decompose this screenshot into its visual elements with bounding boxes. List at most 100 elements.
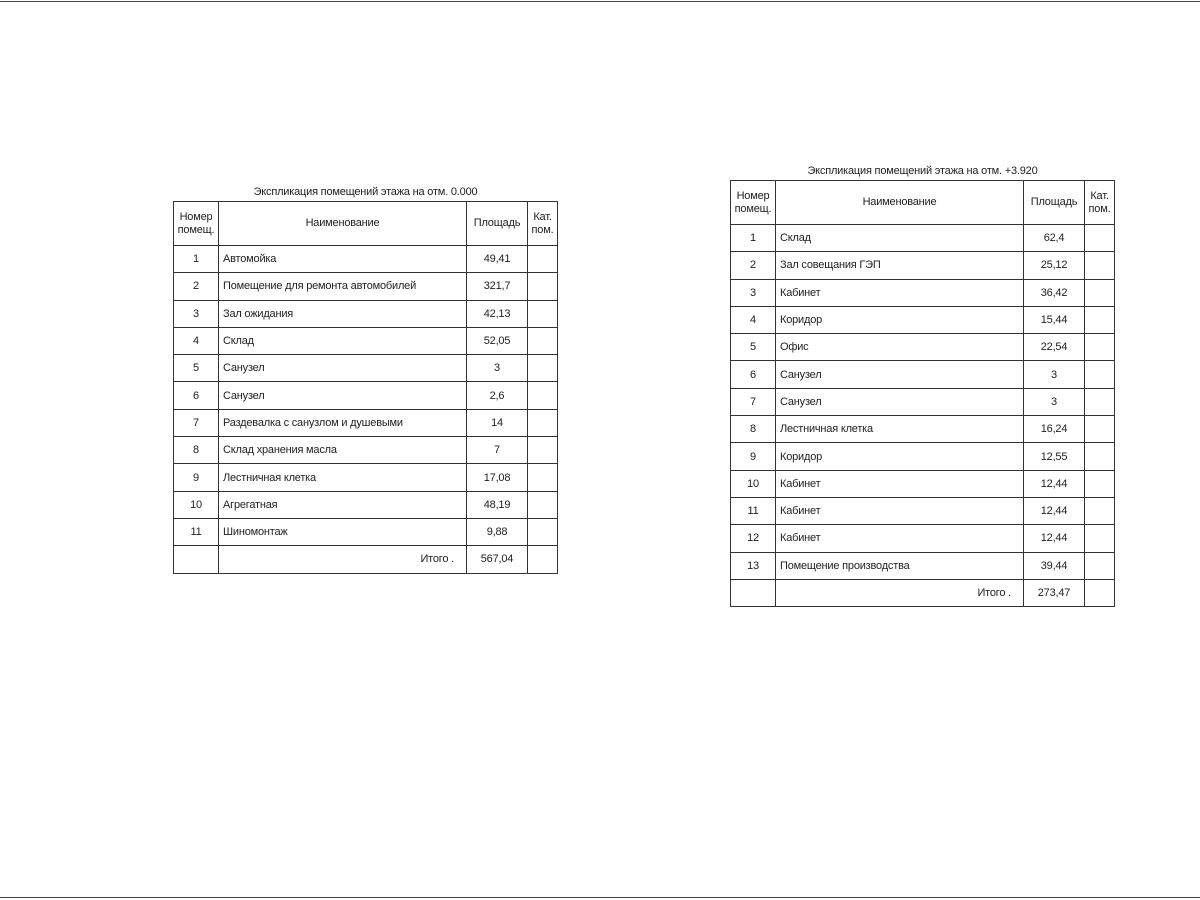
table-row: 6 Санузел 3 — [730, 360, 1115, 389]
room-area: 49,41 — [466, 244, 528, 274]
room-category — [527, 408, 558, 438]
room-name: Кабинет — [775, 496, 1024, 526]
room-number: 1 — [730, 223, 776, 253]
room-area: 52,05 — [466, 326, 528, 356]
room-category — [527, 299, 558, 328]
room-name: Склад хранения масла — [218, 436, 467, 465]
header-category: Кат. пом. — [1084, 180, 1115, 225]
room-name: Склад — [218, 326, 467, 356]
room-category — [527, 244, 558, 274]
room-area: 3 — [1023, 360, 1085, 389]
room-number: 5 — [173, 354, 219, 383]
room-name: Автомойка — [218, 244, 467, 274]
table-row: 4 Коридор 15,44 — [730, 305, 1115, 335]
room-number: 10 — [730, 469, 776, 498]
room-category — [1084, 524, 1115, 553]
room-number: 8 — [730, 415, 776, 444]
room-number: 4 — [730, 305, 776, 335]
room-area: 36,42 — [1023, 278, 1085, 307]
header-area: Площадь — [466, 201, 528, 246]
room-name: Раздевалка с санузлом и душевыми — [218, 408, 467, 438]
room-category — [1084, 251, 1115, 280]
room-table: Номер помещ. Наименование Площадь Кат. п… — [173, 201, 558, 574]
table-row: 10 Агрегатная 48,19 — [173, 490, 558, 519]
room-schedule-ground-floor: Экспликация помещений этажа на отм. 0.00… — [173, 183, 558, 574]
room-name: Санузел — [218, 381, 467, 410]
room-category — [1084, 305, 1115, 335]
room-name: Кабинет — [775, 524, 1024, 553]
room-area: 12,55 — [1023, 442, 1085, 471]
table-row: 4 Склад 52,05 — [173, 326, 558, 356]
room-name: Зал ожидания — [218, 299, 467, 328]
room-name: Лестничная клетка — [775, 415, 1024, 444]
total-area: 567,04 — [466, 545, 528, 574]
room-category — [527, 436, 558, 465]
table-row: 12 Кабинет 12,44 — [730, 524, 1115, 553]
room-schedule-upper-floor: Экспликация помещений этажа на отм. +3.9… — [730, 162, 1115, 608]
total-category-cell — [1084, 578, 1115, 608]
room-number: 6 — [730, 360, 776, 389]
room-area: 62,4 — [1023, 223, 1085, 253]
room-number: 13 — [730, 551, 776, 580]
room-area: 15,44 — [1023, 305, 1085, 335]
drawing-frame-top-line — [0, 1, 1200, 2]
table-row: 2 Помещение для ремонта автомобилей 321,… — [173, 272, 558, 301]
room-number: 7 — [730, 387, 776, 417]
room-area: 14 — [466, 408, 528, 438]
room-name: Санузел — [775, 387, 1024, 417]
table-row: 8 Склад хранения масла 7 — [173, 436, 558, 465]
total-area: 273,47 — [1023, 578, 1085, 608]
room-number: 3 — [730, 278, 776, 307]
room-area: 3 — [1023, 387, 1085, 417]
room-category — [1084, 278, 1115, 307]
table-row: 3 Кабинет 36,42 — [730, 278, 1115, 307]
room-name: Склад — [775, 223, 1024, 253]
header-name: Наименование — [218, 201, 467, 246]
room-number: 8 — [173, 436, 219, 465]
room-category — [1084, 333, 1115, 362]
room-name: Агрегатная — [218, 490, 467, 519]
room-area: 39,44 — [1023, 551, 1085, 580]
room-area: 12,44 — [1023, 469, 1085, 498]
room-number: 2 — [730, 251, 776, 280]
table-row: 3 Зал ожидания 42,13 — [173, 299, 558, 328]
room-name: Помещение производства — [775, 551, 1024, 580]
table-row: 8 Лестничная клетка 16,24 — [730, 415, 1115, 444]
room-number: 11 — [730, 496, 776, 526]
room-area: 7 — [466, 436, 528, 465]
header-number: Номер помещ. — [730, 180, 776, 225]
table-row: 7 Санузел 3 — [730, 387, 1115, 417]
room-number: 3 — [173, 299, 219, 328]
room-number: 9 — [730, 442, 776, 471]
room-name: Шиномонтаж — [218, 517, 467, 547]
header-name: Наименование — [775, 180, 1024, 225]
table-title: Экспликация помещений этажа на отм. +3.9… — [807, 165, 1038, 177]
room-area: 3 — [466, 354, 528, 383]
room-number: 6 — [173, 381, 219, 410]
room-number: 12 — [730, 524, 776, 553]
header-number: Номер помещ. — [173, 201, 219, 246]
table-title: Экспликация помещений этажа на отм. 0.00… — [253, 186, 478, 198]
room-category — [1084, 387, 1115, 417]
total-empty-cell — [173, 545, 219, 574]
table-row: 9 Лестничная клетка 17,08 — [173, 463, 558, 492]
room-name: Лестничная клетка — [218, 463, 467, 492]
room-area: 12,44 — [1023, 496, 1085, 526]
room-number: 7 — [173, 408, 219, 438]
room-category — [527, 490, 558, 519]
table-row: 5 Санузел 3 — [173, 354, 558, 383]
room-category — [527, 463, 558, 492]
room-name: Офис — [775, 333, 1024, 362]
room-number: 5 — [730, 333, 776, 362]
room-number: 4 — [173, 326, 219, 356]
table-row: 1 Склад 62,4 — [730, 223, 1115, 253]
total-label: Итого . — [218, 545, 467, 574]
room-area: 16,24 — [1023, 415, 1085, 444]
table-row: 9 Коридор 12,55 — [730, 442, 1115, 471]
room-area: 48,19 — [466, 490, 528, 519]
room-name: Кабинет — [775, 278, 1024, 307]
room-number: 9 — [173, 463, 219, 492]
total-label: Итого . — [775, 578, 1024, 608]
total-empty-cell — [730, 578, 776, 608]
table-row: 1 Автомойка 49,41 — [173, 244, 558, 274]
